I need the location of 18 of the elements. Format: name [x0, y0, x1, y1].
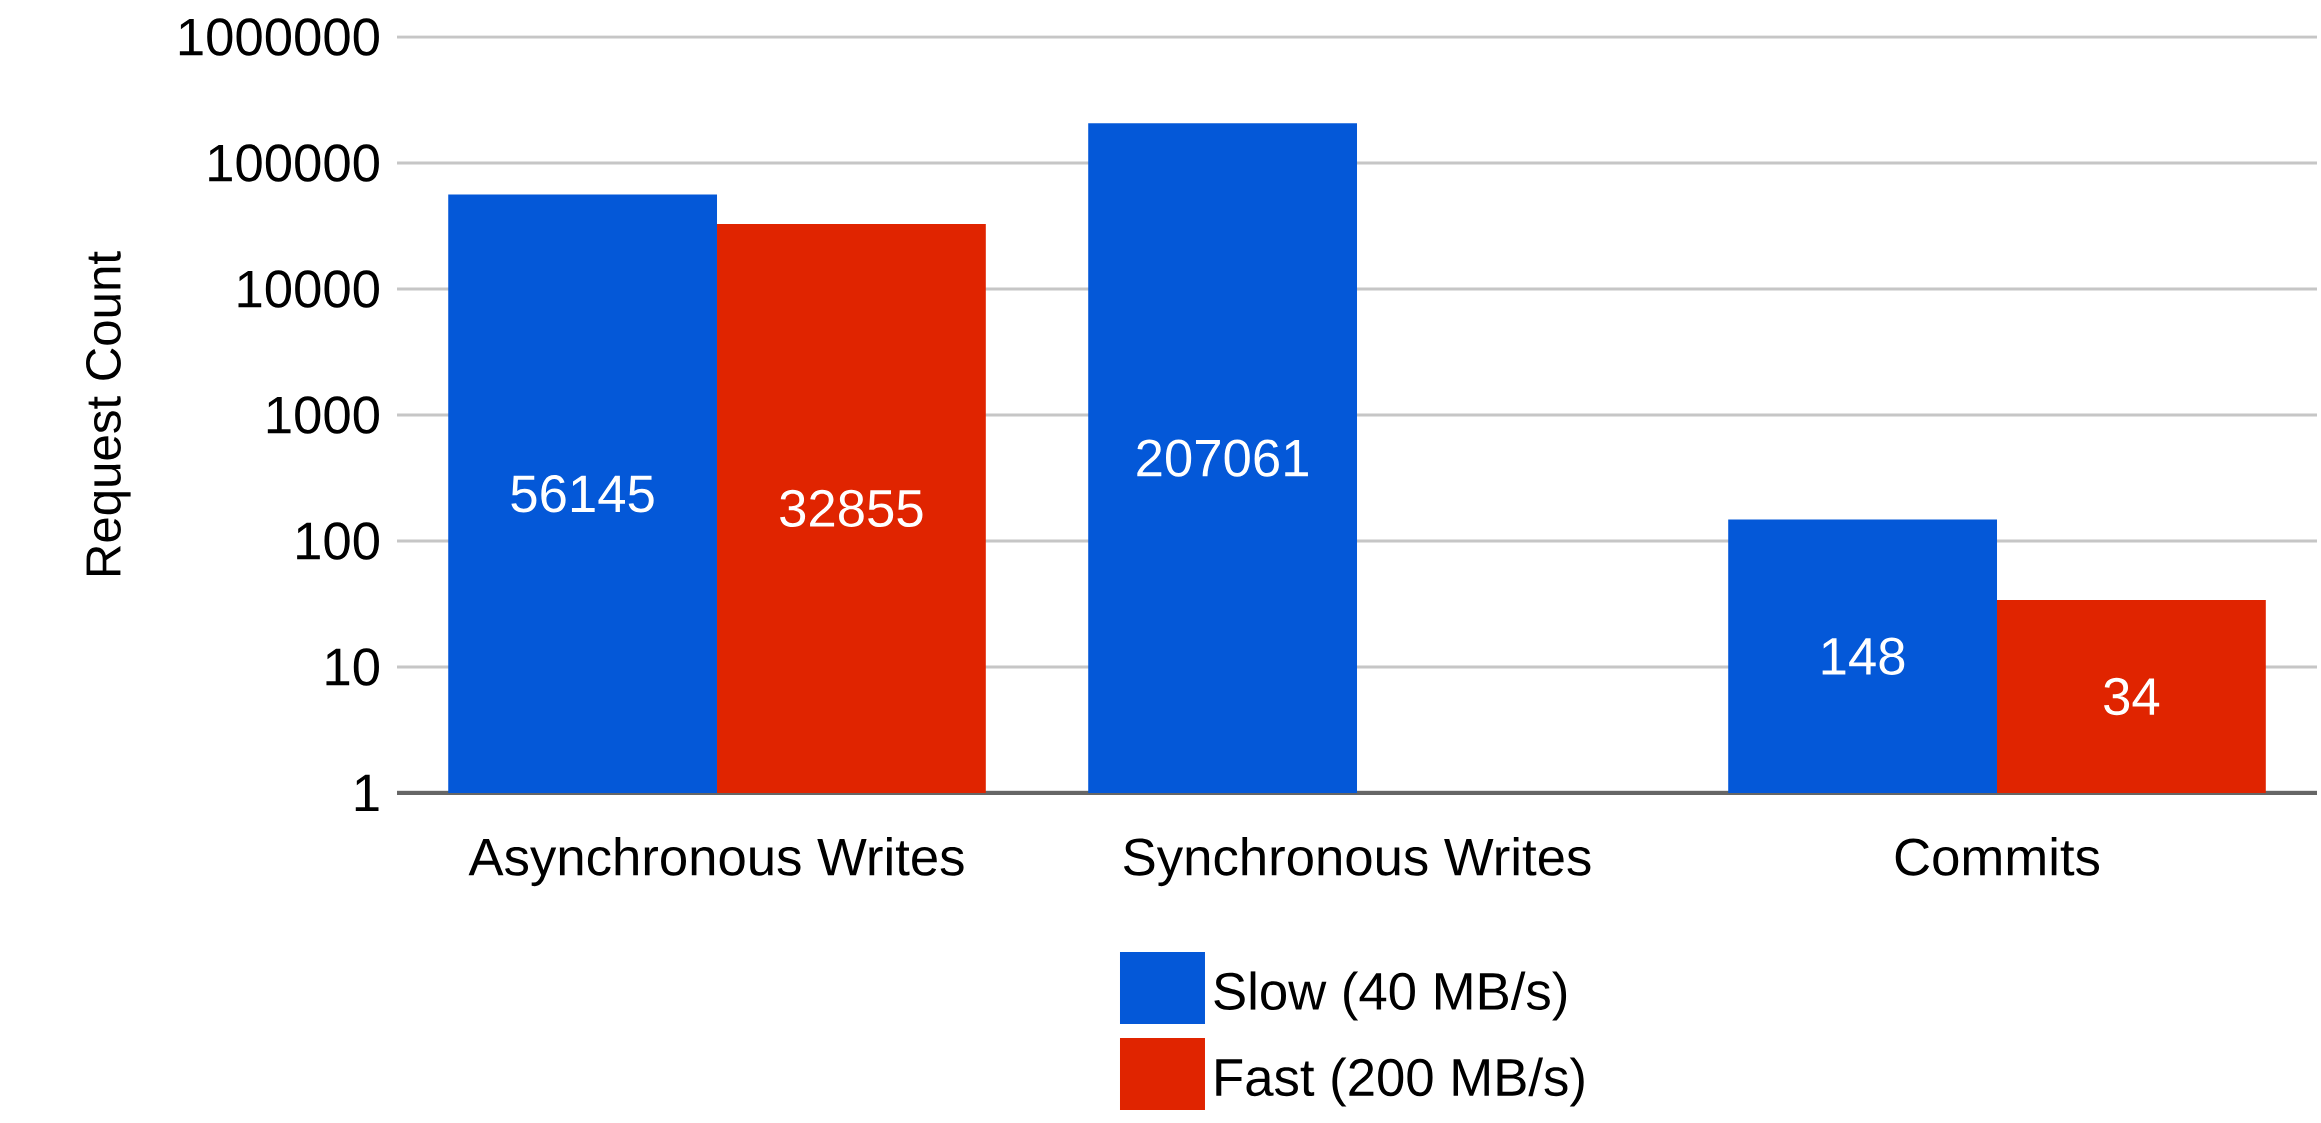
y-tick-label: 100 [297, 522, 379, 560]
y-tick-label: 10000 [238, 270, 379, 308]
y-tick-label: 1000 [267, 396, 379, 434]
data-label: 56145 [511, 475, 654, 513]
legend-label: Fast (200 MB/s) [1216, 1057, 1584, 1107]
y-tick-label: 1 [355, 774, 379, 812]
x-tick-label: Asynchronous Writes [468, 837, 964, 887]
data-label: 148 [1822, 637, 1905, 675]
y-tick-label: 1000000 [179, 18, 379, 56]
data-label: 207061 [1137, 439, 1308, 477]
x-tick-label: Synchronous Writes [1123, 837, 1591, 887]
y-tick-label: 10 [326, 648, 379, 686]
data-label: 32855 [780, 489, 923, 528]
x-tick-label: Commits [1895, 837, 2100, 876]
legend-label: Slow (40 MB/s) [1214, 971, 1567, 1021]
y-axis-title: Request Count [86, 251, 131, 576]
y-tick-label: 100000 [209, 144, 379, 182]
data-label: 34 [2104, 677, 2160, 716]
